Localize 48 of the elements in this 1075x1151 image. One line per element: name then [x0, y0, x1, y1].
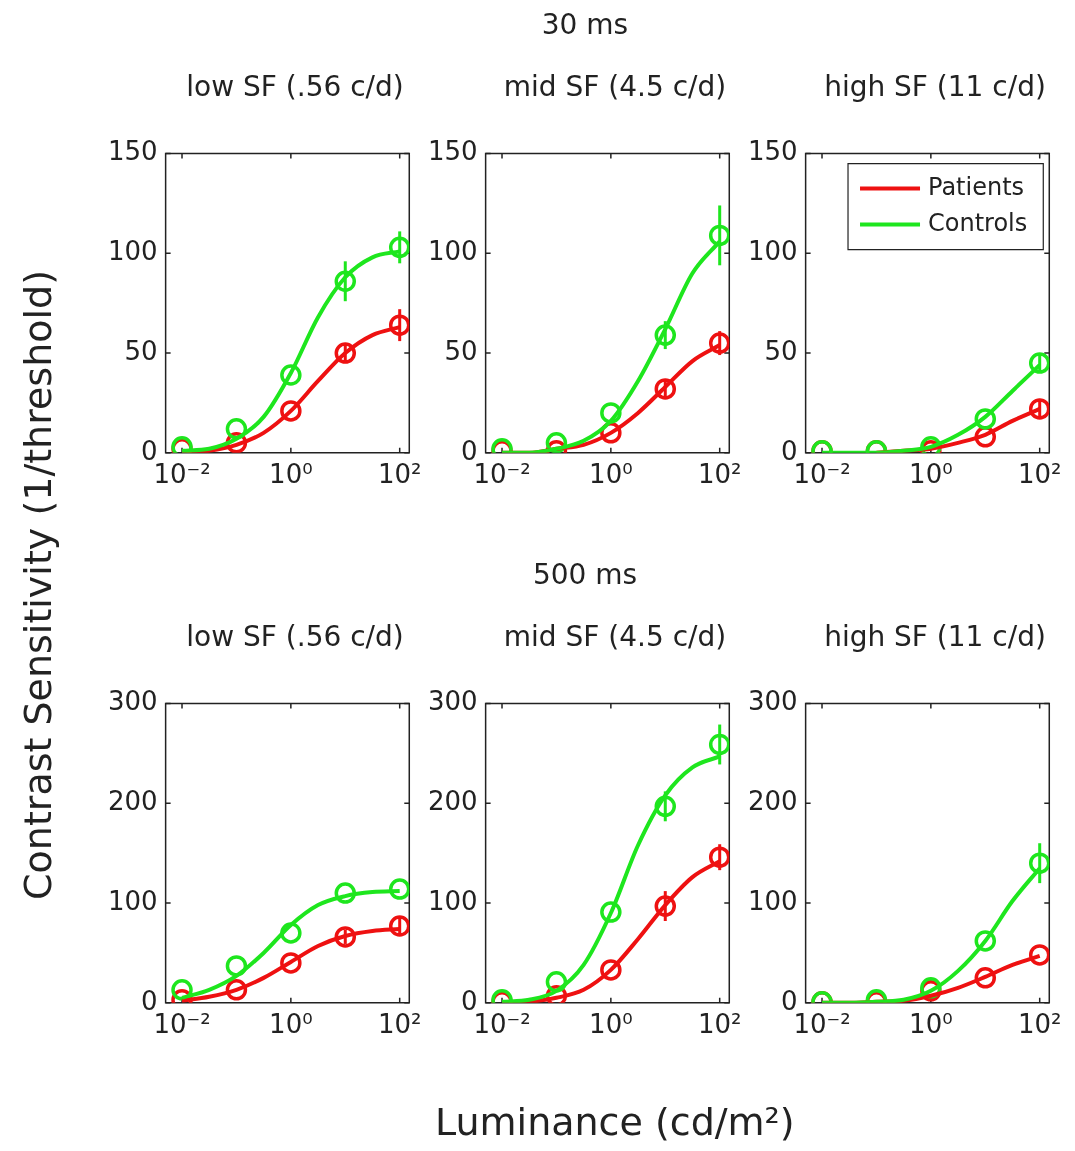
- chart-title: low SF (.56 c/d): [185, 70, 405, 103]
- x-axis-title: Luminance (cd/m²): [435, 1100, 795, 1144]
- y-axis-title: Contrast Sensitivity (1/threshold): [15, 270, 60, 900]
- x-tick-label: 10²: [697, 1009, 742, 1040]
- x-tick-label: 10²: [377, 459, 422, 490]
- y-tick-label: 300: [747, 686, 798, 717]
- y-tick-label: 50: [444, 335, 478, 366]
- y-tick-label: 150: [427, 136, 478, 167]
- y-tick-label: 300: [427, 686, 478, 717]
- x-tick-label: 10⁻²: [473, 1009, 531, 1040]
- x-tick-label: 10⁰: [909, 459, 953, 490]
- y-tick-label: 100: [107, 236, 158, 267]
- chart-title: high SF (11 c/d): [823, 70, 1047, 103]
- x-tick-label: 10⁰: [269, 459, 313, 490]
- x-tick-label: 10⁻²: [793, 459, 851, 490]
- y-tick-label: 200: [747, 786, 798, 817]
- y-tick-label: 150: [107, 136, 158, 167]
- y-tick-label: 100: [107, 885, 158, 916]
- y-tick-label: 200: [107, 786, 158, 817]
- y-tick-label: 50: [124, 335, 158, 366]
- text: 30 ms: [540, 8, 630, 41]
- x-tick-label: 10⁻²: [153, 459, 211, 490]
- x-tick-label: 10⁰: [589, 459, 633, 490]
- chart-title: high SF (11 c/d): [823, 620, 1047, 653]
- x-tick-label: 10⁰: [589, 1009, 633, 1040]
- x-tick-label: 10²: [377, 1009, 422, 1040]
- legend-label: Controls: [928, 208, 1028, 237]
- chart-title: low SF (.56 c/d): [185, 620, 405, 653]
- x-tick-label: 10⁻²: [153, 1009, 211, 1040]
- y-tick-label: 100: [427, 885, 478, 916]
- y-tick-label: 100: [747, 885, 798, 916]
- text: 500 ms: [531, 558, 639, 591]
- y-tick-label: 200: [427, 786, 478, 817]
- y-tick-label: 100: [427, 236, 478, 267]
- x-tick-label: 10⁻²: [793, 1009, 851, 1040]
- chart-title: mid SF (4.5 c/d): [502, 620, 728, 653]
- x-tick-label: 10⁰: [909, 1009, 953, 1040]
- legend-label: Patients: [928, 172, 1025, 201]
- x-tick-label: 10⁰: [269, 1009, 313, 1040]
- y-tick-label: 100: [747, 236, 798, 267]
- x-tick-label: 10²: [1017, 459, 1062, 490]
- x-tick-label: 10²: [697, 459, 742, 490]
- x-tick-label: 10⁻²: [473, 459, 531, 490]
- y-tick-label: 50: [764, 335, 798, 366]
- y-tick-label: 150: [747, 136, 798, 167]
- y-tick-label: 300: [107, 686, 158, 717]
- chart-title: mid SF (4.5 c/d): [502, 70, 728, 103]
- x-tick-label: 10²: [1017, 1009, 1062, 1040]
